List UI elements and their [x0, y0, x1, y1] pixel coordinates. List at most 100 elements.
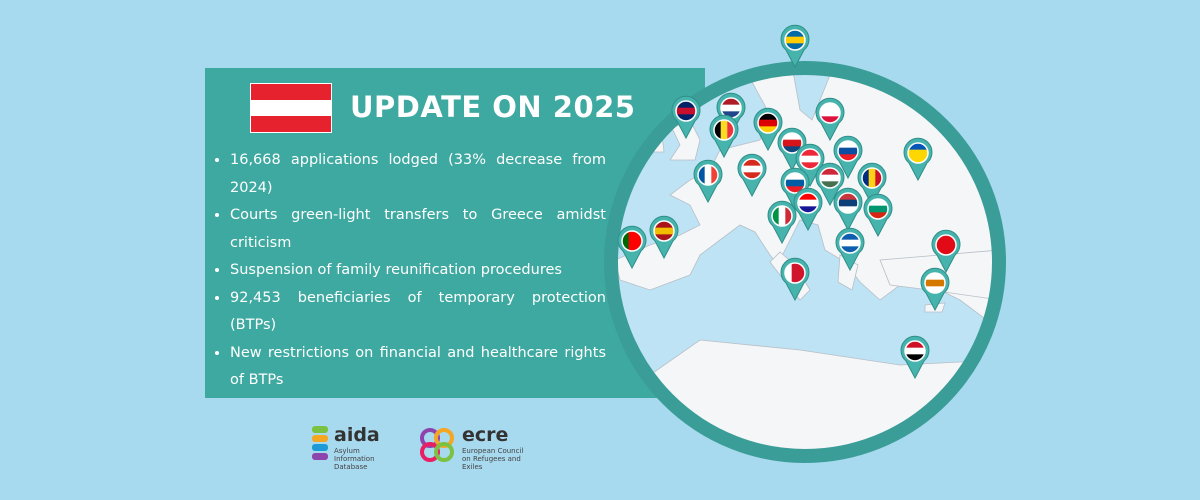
pin-flag-stripe	[721, 98, 741, 106]
ecre-name: ecre	[462, 424, 509, 446]
pin-flag-ring	[653, 220, 675, 242]
pin-flag-stripe	[785, 30, 805, 38]
flag-pin	[815, 162, 845, 207]
pin-flag-stripe	[785, 43, 805, 50]
pin-flag-stripe	[635, 231, 642, 251]
bullet: Courts green-light transfers to Greece a…	[230, 202, 606, 257]
pin-flag-stripe	[905, 341, 925, 349]
title: UPDATE ON 2025	[350, 90, 636, 124]
pin-flag-ring	[697, 164, 719, 186]
pin-flag-stripe	[905, 354, 925, 361]
bullet-list: 16,668 applications lodged (33% decrease…	[214, 147, 606, 395]
flag-pin	[693, 159, 723, 204]
pin-flag-stripe	[925, 273, 945, 281]
pin-flag-stripe	[908, 143, 928, 151]
flag-pin	[903, 137, 933, 182]
pin-flag-stripe	[758, 113, 778, 121]
pin-flag-ring	[907, 142, 929, 164]
pin-flag-stripe	[711, 165, 718, 185]
pin-flag-stripe	[820, 181, 840, 188]
pin-flag-stripe	[742, 172, 762, 179]
pin-flag-stripe	[925, 286, 945, 293]
pin-flag-ring	[837, 140, 859, 162]
pin-flag-stripe	[868, 212, 888, 219]
flag-pin	[780, 257, 810, 302]
pin-flag-stripe	[840, 233, 860, 241]
pin-flag-stripe	[742, 165, 762, 173]
pin-flag-ring	[771, 205, 793, 227]
pin-flag-stripe	[782, 139, 802, 147]
flag-pin	[795, 143, 825, 188]
pin-flag-stripe	[785, 186, 805, 193]
flag-pin	[833, 187, 863, 232]
pin-flag-stripe	[654, 234, 674, 241]
pin-flag-ring	[784, 262, 806, 284]
pin-flag-stripe	[838, 199, 858, 207]
pin-flag-stripe	[936, 241, 956, 249]
austria-flag	[250, 83, 332, 133]
pin-flag-stripe	[838, 154, 858, 161]
flag-pin	[920, 267, 950, 312]
pin-flag-stripe	[785, 36, 805, 44]
pin-flag-ring	[861, 167, 883, 189]
flag-pin	[777, 127, 807, 172]
pin-flag-stripe	[798, 193, 818, 201]
pin-flag-stripe	[721, 111, 741, 118]
pin-flag-ring	[675, 100, 697, 122]
pin-flag-stripe	[840, 246, 860, 253]
ecre-subtitle: European Council on Refugees and Exiles	[462, 447, 524, 471]
pin-flag-ring	[757, 112, 779, 134]
pin-flag-stripe	[936, 248, 956, 255]
flag-pin	[833, 135, 863, 180]
pin-flag-stripe	[676, 107, 696, 115]
pin-flag-stripe	[742, 159, 762, 167]
pin-flag-ring	[784, 172, 806, 194]
pin-flag-ring	[797, 192, 819, 214]
pin-flag-stripe	[820, 116, 840, 123]
pin-flag-ring	[784, 29, 806, 51]
flag-pin	[709, 114, 739, 159]
pin-flag-stripe	[785, 173, 805, 181]
pin-flag-stripe	[721, 104, 741, 112]
pin-flag-stripe	[785, 179, 805, 187]
pin-flag-stripe	[820, 103, 840, 111]
pin-flag-stripe	[758, 119, 778, 127]
icon-ring	[434, 442, 454, 462]
pin-flag-ring	[837, 192, 859, 214]
pin-flag-stripe	[782, 146, 802, 153]
aida-icon	[312, 426, 328, 460]
pin-flag-ring	[819, 167, 841, 189]
flag-pin	[863, 193, 893, 238]
pin-flag-stripe	[778, 206, 786, 226]
pin-flag-stripe	[840, 239, 860, 247]
flag-stripe	[251, 116, 331, 132]
pin-flag-stripe	[622, 231, 630, 251]
pin-flag-stripe	[791, 263, 799, 283]
flag-pin	[815, 97, 845, 142]
flag-pin	[793, 187, 823, 232]
icon-stripe	[312, 426, 328, 433]
pin-flag-stripe	[800, 162, 820, 169]
pin-flag-stripe	[868, 168, 876, 188]
pin-flag-stripe	[727, 120, 734, 140]
pin-flag-ring	[799, 148, 821, 170]
flag-pin	[617, 225, 647, 270]
pin-flag-stripe	[628, 231, 636, 251]
flag-pin	[716, 92, 746, 137]
pin-flag-stripe	[820, 174, 840, 182]
bullet: New restrictions on financial and health…	[230, 340, 606, 395]
pin-flag-ring	[741, 158, 763, 180]
pin-flag-ring	[935, 234, 957, 256]
pin-flag-stripe	[820, 168, 840, 176]
pin-flag-stripe	[862, 168, 870, 188]
pin-flag-ring	[839, 232, 861, 254]
pin-flag-stripe	[925, 279, 945, 287]
flag-pin	[649, 215, 679, 260]
aida-subtitle: Asylum Information Database	[334, 447, 375, 471]
pin-flag-stripe	[908, 156, 928, 163]
pin-flag-stripe	[704, 165, 712, 185]
pin-flag-stripe	[905, 347, 925, 355]
flag-pin	[857, 162, 887, 207]
